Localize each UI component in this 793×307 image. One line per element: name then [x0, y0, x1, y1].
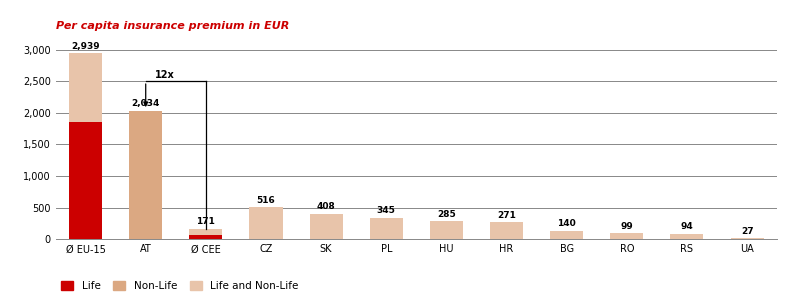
Text: 94: 94 — [680, 222, 693, 231]
Bar — [129, 111, 163, 239]
Text: 2,034: 2,034 — [132, 99, 160, 108]
Bar — [611, 233, 643, 239]
Legend: Life, Non-Life, Life and Non-Life: Life, Non-Life, Life and Non-Life — [61, 281, 299, 291]
Text: 271: 271 — [497, 211, 516, 220]
Text: 516: 516 — [257, 196, 275, 204]
Bar — [430, 221, 463, 239]
Text: 27: 27 — [741, 227, 753, 235]
Text: 345: 345 — [377, 206, 396, 216]
Bar — [670, 234, 703, 239]
Bar — [490, 222, 523, 239]
Bar — [69, 122, 102, 239]
Text: 2,939: 2,939 — [71, 42, 100, 51]
Text: 285: 285 — [437, 210, 456, 219]
Text: 12x: 12x — [155, 70, 174, 80]
Text: 140: 140 — [557, 220, 576, 228]
Text: Per capita insurance premium in EUR: Per capita insurance premium in EUR — [56, 21, 289, 30]
Bar — [309, 214, 343, 239]
Bar — [69, 53, 102, 122]
Bar — [730, 238, 764, 239]
Bar — [550, 231, 583, 239]
Bar — [190, 235, 222, 239]
Text: 408: 408 — [316, 202, 335, 212]
Bar — [370, 218, 403, 239]
Bar — [190, 229, 222, 235]
Text: 99: 99 — [620, 222, 633, 231]
Text: 171: 171 — [197, 217, 215, 227]
Bar — [250, 207, 282, 239]
